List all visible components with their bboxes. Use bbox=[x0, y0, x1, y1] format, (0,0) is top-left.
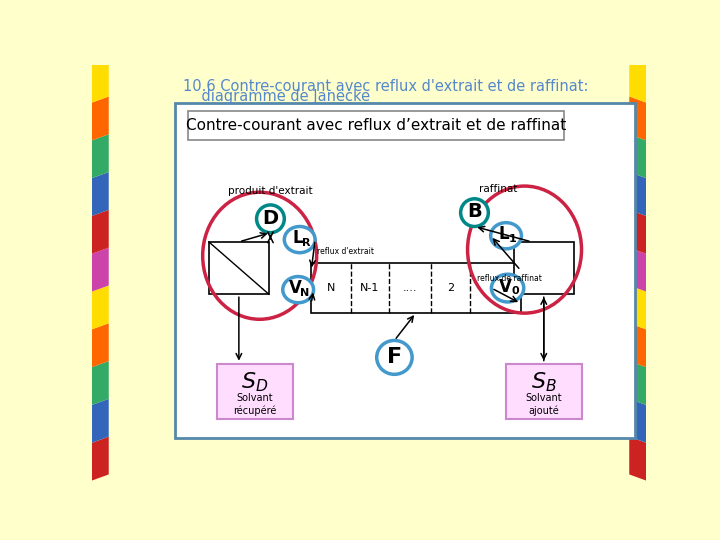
Polygon shape bbox=[92, 399, 109, 443]
Ellipse shape bbox=[284, 226, 315, 253]
Text: D: D bbox=[262, 208, 279, 227]
Polygon shape bbox=[629, 59, 647, 103]
Text: V: V bbox=[289, 279, 302, 297]
Bar bbox=[175, 103, 636, 438]
Text: ....: .... bbox=[402, 283, 417, 293]
Polygon shape bbox=[629, 248, 647, 292]
Bar bbox=[514, 242, 574, 294]
Text: Solvant
ajouté: Solvant ajouté bbox=[526, 394, 562, 416]
Text: N-1: N-1 bbox=[360, 283, 379, 293]
Text: 2: 2 bbox=[447, 283, 454, 293]
Polygon shape bbox=[629, 210, 647, 254]
Text: reflux de raffinat: reflux de raffinat bbox=[477, 274, 541, 282]
Text: L: L bbox=[292, 229, 302, 247]
Text: 10.6 Contre-courant avec reflux d'extrait et de raffinat:: 10.6 Contre-courant avec reflux d'extrai… bbox=[183, 79, 588, 93]
Text: $S_D$: $S_D$ bbox=[241, 370, 269, 394]
Text: R: R bbox=[302, 238, 310, 248]
Polygon shape bbox=[629, 437, 647, 481]
Polygon shape bbox=[92, 437, 109, 481]
Text: L: L bbox=[498, 225, 509, 243]
Text: Contre-courant avec reflux d’extrait et de raffinat: Contre-courant avec reflux d’extrait et … bbox=[186, 118, 566, 133]
Ellipse shape bbox=[461, 199, 488, 226]
Text: 1: 1 bbox=[492, 283, 499, 293]
Polygon shape bbox=[629, 286, 647, 329]
Polygon shape bbox=[629, 172, 647, 216]
Polygon shape bbox=[92, 248, 109, 292]
Text: N: N bbox=[300, 288, 310, 298]
Text: 1: 1 bbox=[509, 234, 517, 244]
Bar bbox=[217, 363, 293, 419]
Polygon shape bbox=[92, 172, 109, 216]
Polygon shape bbox=[629, 97, 647, 140]
Polygon shape bbox=[92, 97, 109, 140]
Polygon shape bbox=[92, 210, 109, 254]
Text: 0: 0 bbox=[511, 286, 519, 296]
Ellipse shape bbox=[492, 274, 523, 302]
Ellipse shape bbox=[377, 340, 412, 374]
Bar bbox=[647, 57, 654, 488]
Text: diagramme de Janecke: diagramme de Janecke bbox=[183, 90, 370, 104]
Bar bbox=[506, 363, 582, 419]
Text: raffinat: raffinat bbox=[479, 184, 518, 194]
Bar bbox=[84, 57, 92, 488]
Polygon shape bbox=[92, 59, 109, 103]
Polygon shape bbox=[629, 399, 647, 443]
Bar bbox=[209, 242, 269, 294]
Text: $S_B$: $S_B$ bbox=[531, 370, 557, 394]
Text: V: V bbox=[499, 278, 512, 295]
Polygon shape bbox=[629, 361, 647, 405]
Text: B: B bbox=[467, 202, 482, 221]
Polygon shape bbox=[92, 323, 109, 367]
Polygon shape bbox=[629, 134, 647, 178]
Bar bbox=[311, 262, 521, 313]
Polygon shape bbox=[629, 323, 647, 367]
Polygon shape bbox=[92, 134, 109, 178]
Polygon shape bbox=[92, 361, 109, 405]
Text: N: N bbox=[327, 283, 336, 293]
Text: produit d'extrait: produit d'extrait bbox=[228, 186, 312, 195]
Ellipse shape bbox=[256, 205, 284, 233]
Text: Solvant
récupéré: Solvant récupéré bbox=[233, 394, 276, 416]
Ellipse shape bbox=[490, 222, 521, 249]
Text: F: F bbox=[387, 347, 402, 367]
Polygon shape bbox=[92, 286, 109, 329]
Text: reflux d'extrait: reflux d'extrait bbox=[318, 247, 374, 255]
Ellipse shape bbox=[283, 276, 314, 303]
Bar bbox=[188, 111, 564, 140]
